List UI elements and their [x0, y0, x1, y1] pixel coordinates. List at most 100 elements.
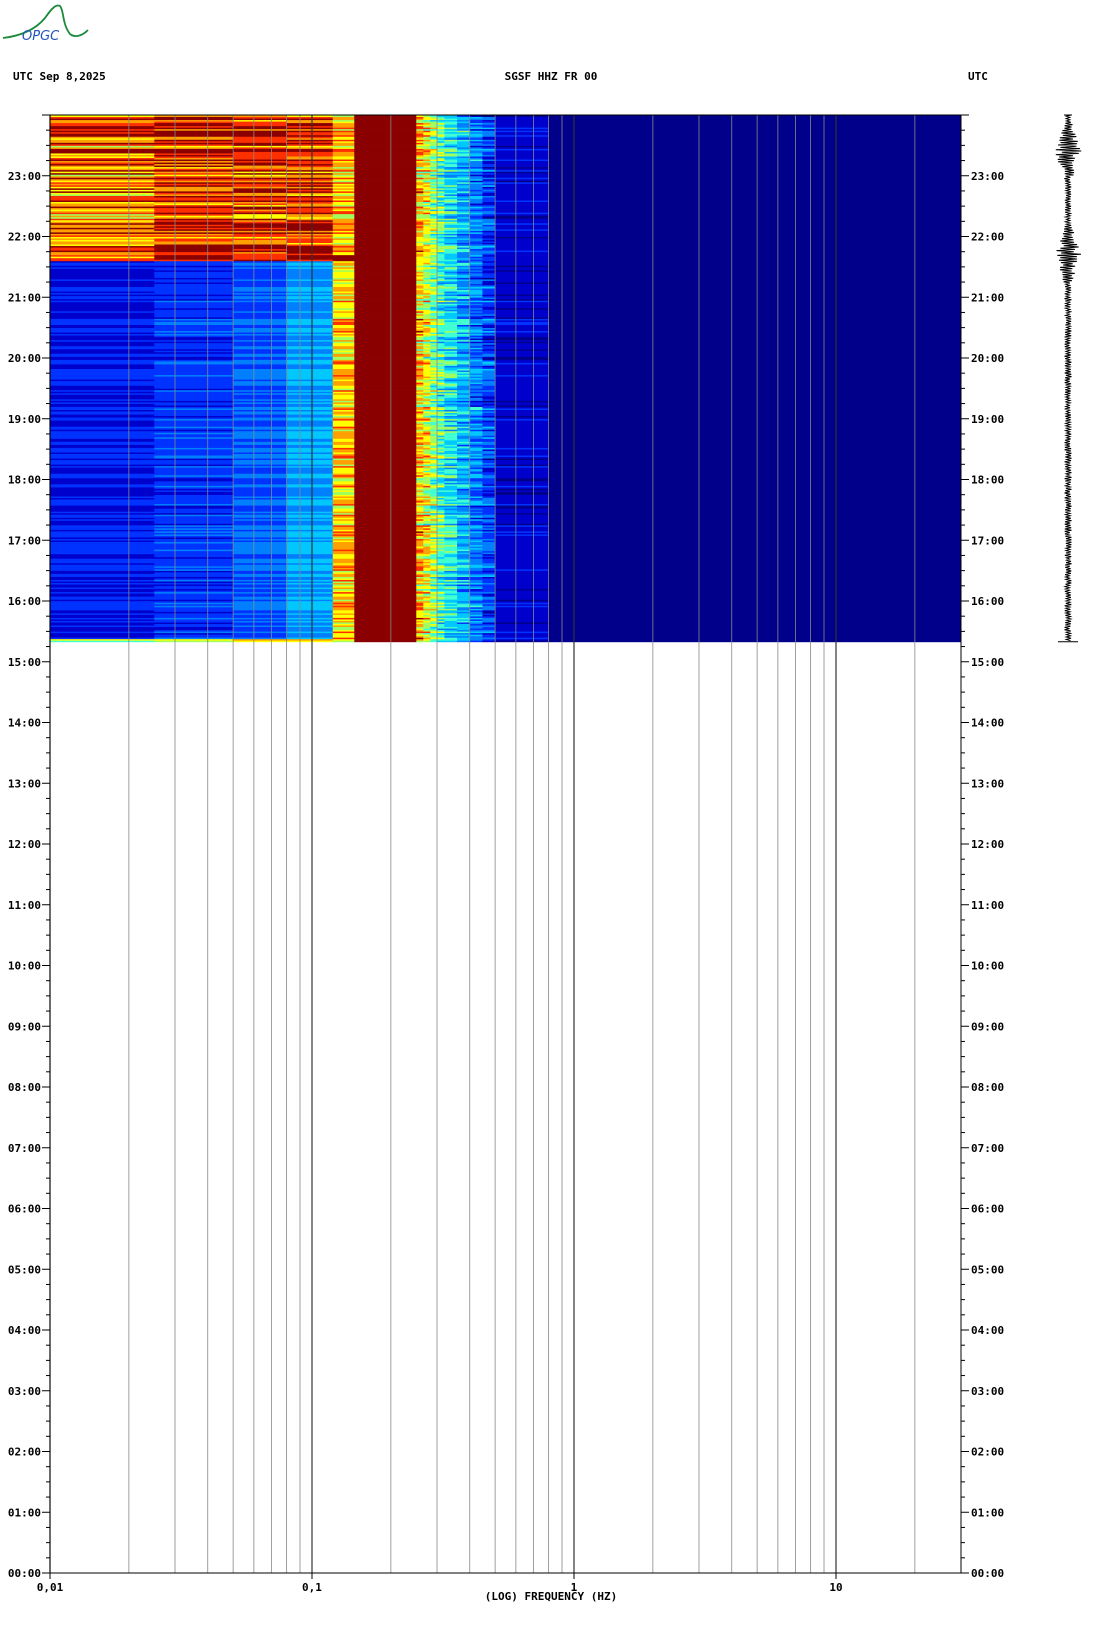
heatmap-cell: [332, 339, 355, 342]
heatmap-cell: [437, 505, 445, 508]
heatmap-cell: [233, 517, 288, 520]
heatmap-cell: [354, 562, 417, 565]
heatmap-cell: [332, 371, 355, 374]
heatmap-cell: [482, 553, 496, 556]
heatmap-cell: [482, 442, 496, 445]
heatmap-cell: [332, 485, 355, 488]
heatmap-cell: [332, 505, 355, 508]
heatmap-cell: [50, 579, 155, 582]
heatmap-cell: [437, 336, 445, 339]
heatmap-cell: [332, 615, 355, 618]
heatmap-cell: [444, 588, 458, 591]
heatmap-cell: [416, 277, 424, 280]
heatmap-cell: [457, 215, 471, 218]
heatmap-cell: [286, 237, 334, 240]
heatmap-cell: [457, 441, 471, 444]
heatmap-cell: [154, 468, 234, 471]
heatmap-cell: [332, 421, 355, 424]
heatmap-cell: [354, 486, 417, 489]
heatmap-cell: [457, 536, 471, 539]
heatmap-cell: [332, 345, 355, 348]
heatmap-cell: [154, 412, 234, 415]
heatmap-cell: [437, 204, 445, 207]
heatmap-cell: [286, 556, 334, 559]
heatmap-cell: [50, 281, 155, 284]
heatmap-cell: [416, 436, 424, 439]
heatmap-cell: [154, 316, 234, 319]
heatmap-cell: [469, 621, 483, 624]
heatmap-cell: [495, 494, 550, 497]
heatmap-cell: [233, 225, 288, 228]
heatmap-cell: [548, 218, 962, 221]
heatmap-cell: [416, 562, 424, 565]
heatmap-cell: [423, 242, 431, 245]
heatmap-cell: [548, 479, 962, 482]
heatmap-cell: [332, 368, 355, 371]
heatmap-cell: [430, 192, 438, 195]
heatmap-cell: [482, 461, 496, 464]
heatmap-cell: [354, 538, 417, 541]
heatmap-cell: [416, 253, 424, 256]
heatmap-cell: [233, 382, 288, 385]
heatmap-cell: [437, 370, 445, 373]
heatmap-cell: [495, 515, 550, 518]
heatmap-cell: [286, 336, 334, 339]
heatmap-cell: [482, 585, 496, 588]
heatmap-cell: [469, 596, 483, 599]
heatmap-cell: [469, 588, 483, 591]
heatmap-cell: [286, 172, 334, 175]
heatmap-cell: [423, 486, 431, 489]
heatmap-cell: [457, 348, 471, 351]
heatmap-cell: [548, 373, 962, 376]
heatmap-cell: [154, 524, 234, 527]
heatmap-cell: [482, 389, 496, 392]
heatmap-cell: [548, 321, 962, 324]
heatmap-cell: [50, 204, 155, 207]
heatmap-cell: [457, 181, 471, 184]
heatmap-cell: [416, 234, 424, 237]
heatmap-cell: [154, 435, 234, 438]
heatmap-cell: [50, 420, 155, 423]
heatmap-cell: [332, 382, 355, 385]
heatmap-cell: [444, 307, 458, 310]
heatmap-cell: [233, 339, 288, 342]
heatmap-cell: [286, 181, 334, 184]
heatmap-cell: [482, 417, 496, 420]
heatmap-cell: [154, 555, 234, 558]
heatmap-cell: [437, 333, 445, 336]
heatmap-cell: [548, 262, 962, 265]
heatmap-cell: [437, 203, 445, 206]
heatmap-cell: [416, 224, 424, 227]
heatmap-cell: [332, 325, 355, 328]
heatmap-cell: [444, 222, 458, 225]
heatmap-cell: [50, 388, 155, 391]
heatmap-cell: [469, 171, 483, 174]
heatmap-cell: [354, 265, 417, 268]
heatmap-cell: [286, 196, 334, 199]
heatmap-cell: [354, 330, 417, 333]
heatmap-cell: [430, 458, 438, 461]
heatmap-cell: [444, 295, 458, 298]
heatmap-cell: [469, 307, 483, 310]
heatmap-cell: [286, 347, 334, 350]
heatmap-cell: [416, 543, 424, 546]
heatmap-cell: [286, 462, 334, 465]
heatmap-cell: [495, 418, 550, 421]
heatmap-cell: [444, 439, 458, 442]
heatmap-cell: [437, 206, 445, 209]
heatmap-cell: [469, 559, 483, 562]
heatmap-cell: [416, 412, 424, 415]
heatmap-cell: [286, 559, 334, 562]
heatmap-cell: [154, 582, 234, 585]
heatmap-cell: [332, 250, 355, 253]
heatmap-cell: [469, 383, 483, 386]
heatmap-cell: [548, 190, 962, 193]
heatmap-cell: [482, 582, 496, 585]
heatmap-cell: [430, 403, 438, 406]
heatmap-cell: [469, 227, 483, 230]
heatmap-cell: [286, 587, 334, 590]
heatmap-cell: [332, 266, 355, 269]
heatmap-cell: [416, 474, 424, 477]
heatmap-cell: [482, 415, 496, 418]
heatmap-cell: [430, 596, 438, 599]
